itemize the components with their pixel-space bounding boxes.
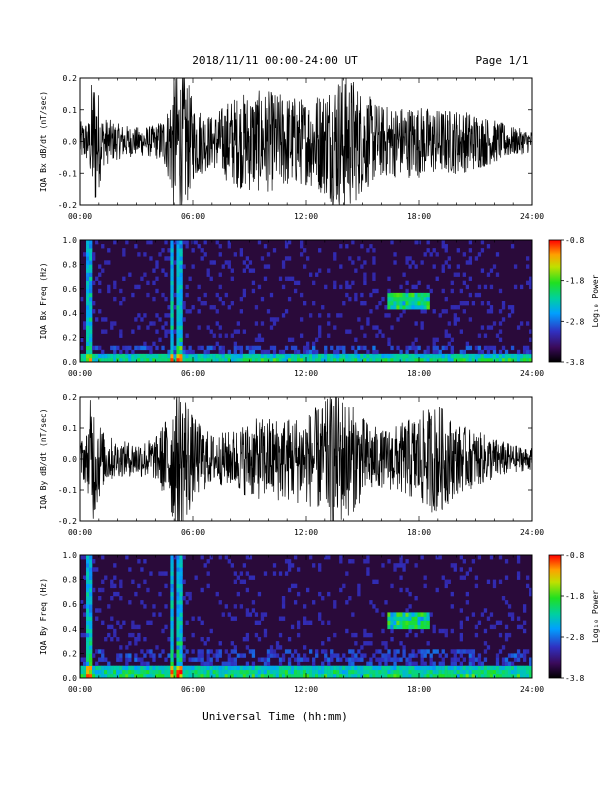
y-tick-label: 0.6 <box>63 285 78 294</box>
x-tick-label: 24:00 <box>520 212 544 221</box>
spectrogram <box>80 555 533 679</box>
panel-3: -0.2 -0.1 0.0 0.1 0.2 00:00 06:00 12:00 18:00 24:… <box>39 393 544 537</box>
y-axis-label: IQA By Freq (Hz) <box>39 578 48 655</box>
y-tick-label: 0.2 <box>63 334 78 343</box>
panels: -0.2 -0.1 0.0 0.1 0.2 00:00 06:00 12:00 18:00 24:… <box>39 74 600 694</box>
x-tick-label: 06:00 <box>181 528 205 537</box>
x-tick-label: 12:00 <box>294 369 318 378</box>
y-tick-label: 0.2 <box>63 649 78 658</box>
colorbar-tick-label: -2.8 <box>565 317 584 326</box>
x-tick-label: 24:00 <box>520 685 544 694</box>
colorbar-tick-label: -1.8 <box>565 592 584 601</box>
colorbar: -0.8 -1.8 -2.8 -3.8 Log₁₀ Power <box>548 551 600 683</box>
y-axis-label: IQA Bx Freq (Hz) <box>39 262 48 339</box>
y-tick-label: -0.1 <box>58 169 77 178</box>
x-tick-label: 18:00 <box>407 685 431 694</box>
colorbar-label: Log₁₀ Power <box>591 274 600 327</box>
x-tick-label: 24:00 <box>520 528 544 537</box>
x-tick-label: 06:00 <box>181 212 205 221</box>
waveform-trace <box>79 396 533 522</box>
colorbar-label: Log₁₀ Power <box>591 590 600 643</box>
y-tick-label: 0.0 <box>63 674 78 683</box>
y-tick-label: -0.2 <box>58 517 77 526</box>
x-tick-label: 06:00 <box>181 369 205 378</box>
colorbar: -0.8 -1.8 -2.8 -3.8 Log₁₀ Power <box>548 236 600 367</box>
y-tick-label: 0.4 <box>63 625 78 634</box>
x-tick-label: 18:00 <box>407 212 431 221</box>
spectrogram <box>80 240 533 363</box>
y-tick-label: 1.0 <box>63 551 78 560</box>
y-tick-label: 1.0 <box>63 236 78 245</box>
y-tick-label: 0.6 <box>63 600 78 609</box>
y-tick-label: 0.8 <box>63 260 78 269</box>
colorbar-tick-label: -0.8 <box>565 551 584 560</box>
x-tick-label: 00:00 <box>68 685 92 694</box>
x-tick-label: 00:00 <box>68 369 92 378</box>
x-tick-label: 12:00 <box>294 528 318 537</box>
colorbar-tick-label: -0.8 <box>565 236 584 245</box>
colorbar-tick-label: -3.8 <box>565 674 584 683</box>
page-number: Page 1/1 <box>476 54 529 67</box>
y-tick-label: 0.1 <box>63 106 78 115</box>
y-tick-label: 0.8 <box>63 576 78 585</box>
panel-2: -0.8 -1.8 -2.8 -3.8 Log₁₀ Power 0.0 0.2 0.4 0.6 0… <box>39 236 600 378</box>
x-tick-label: 00:00 <box>68 212 92 221</box>
x-tick-label: 12:00 <box>294 685 318 694</box>
y-tick-label: 0.4 <box>63 309 78 318</box>
colorbar-tick-label: -1.8 <box>565 277 584 286</box>
panel-1: -0.2 -0.1 0.0 0.1 0.2 00:00 06:00 12:00 18:00 24:… <box>39 74 544 221</box>
colorbar-tick-label: -3.8 <box>565 358 584 367</box>
waveform-trace <box>79 77 533 206</box>
plot-frame <box>79 396 533 522</box>
panel-4: -0.8 -1.8 -2.8 -3.8 Log₁₀ Power 0.0 0.2 0.4 0.6 0… <box>39 551 600 694</box>
y-axis-label: IQA By dB/dt (nT/sec) <box>39 408 48 509</box>
y-tick-label: 0.2 <box>63 393 78 402</box>
y-tick-label: 0.1 <box>63 424 78 433</box>
x-tick-label: 00:00 <box>68 528 92 537</box>
x-tick-label: 24:00 <box>520 369 544 378</box>
y-tick-label: 0.0 <box>63 455 78 464</box>
x-tick-label: 18:00 <box>407 369 431 378</box>
colorbar-tick-label: -2.8 <box>565 633 584 642</box>
y-tick-label: 0.0 <box>63 138 78 147</box>
y-tick-label: -0.1 <box>58 486 77 495</box>
x-axis-label: Universal Time (hh:mm) <box>202 710 348 723</box>
x-tick-label: 18:00 <box>407 528 431 537</box>
x-tick-label: 12:00 <box>294 212 318 221</box>
y-tick-label: -0.2 <box>58 201 77 210</box>
x-tick-label: 06:00 <box>181 685 205 694</box>
y-tick-label: 0.2 <box>63 74 78 83</box>
y-tick-label: 0.0 <box>63 358 78 367</box>
y-axis-label: IQA Bx dB/dt (nT/sec) <box>39 91 48 192</box>
page-title: 2018/11/11 00:00-24:00 UT <box>192 54 358 67</box>
